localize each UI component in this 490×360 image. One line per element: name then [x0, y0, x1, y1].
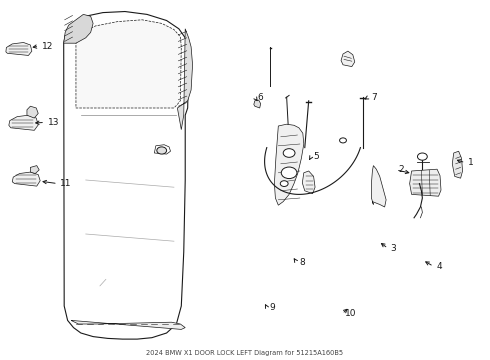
Polygon shape	[71, 320, 185, 329]
Text: 12: 12	[42, 41, 53, 50]
Text: 10: 10	[344, 309, 356, 318]
Text: 1: 1	[468, 158, 474, 167]
Polygon shape	[452, 151, 463, 178]
Polygon shape	[30, 166, 39, 174]
Polygon shape	[371, 166, 386, 207]
Polygon shape	[254, 100, 261, 108]
Circle shape	[157, 147, 167, 154]
Polygon shape	[12, 172, 40, 186]
Circle shape	[281, 167, 297, 179]
Text: 2: 2	[398, 165, 404, 174]
Circle shape	[283, 149, 295, 157]
Text: 6: 6	[257, 93, 263, 102]
Polygon shape	[76, 20, 181, 108]
Text: 5: 5	[314, 152, 319, 161]
Polygon shape	[341, 51, 355, 67]
Polygon shape	[410, 169, 441, 196]
Polygon shape	[27, 106, 38, 118]
Polygon shape	[274, 124, 304, 205]
Text: 2024 BMW X1 DOOR LOCK LEFT Diagram for 51215A160B5: 2024 BMW X1 DOOR LOCK LEFT Diagram for 5…	[147, 350, 343, 356]
Polygon shape	[9, 115, 38, 130]
Text: 3: 3	[391, 244, 396, 253]
Text: 4: 4	[436, 262, 441, 271]
Text: 11: 11	[60, 179, 72, 188]
Text: 9: 9	[270, 303, 275, 312]
Text: 13: 13	[48, 118, 59, 127]
Polygon shape	[6, 42, 32, 55]
Text: 7: 7	[371, 93, 377, 102]
Polygon shape	[64, 14, 93, 43]
Polygon shape	[64, 12, 189, 339]
Polygon shape	[302, 171, 315, 194]
Polygon shape	[177, 29, 193, 130]
Polygon shape	[154, 145, 171, 154]
Circle shape	[280, 181, 288, 186]
Text: 8: 8	[299, 258, 305, 266]
Circle shape	[417, 153, 427, 160]
Circle shape	[340, 138, 346, 143]
